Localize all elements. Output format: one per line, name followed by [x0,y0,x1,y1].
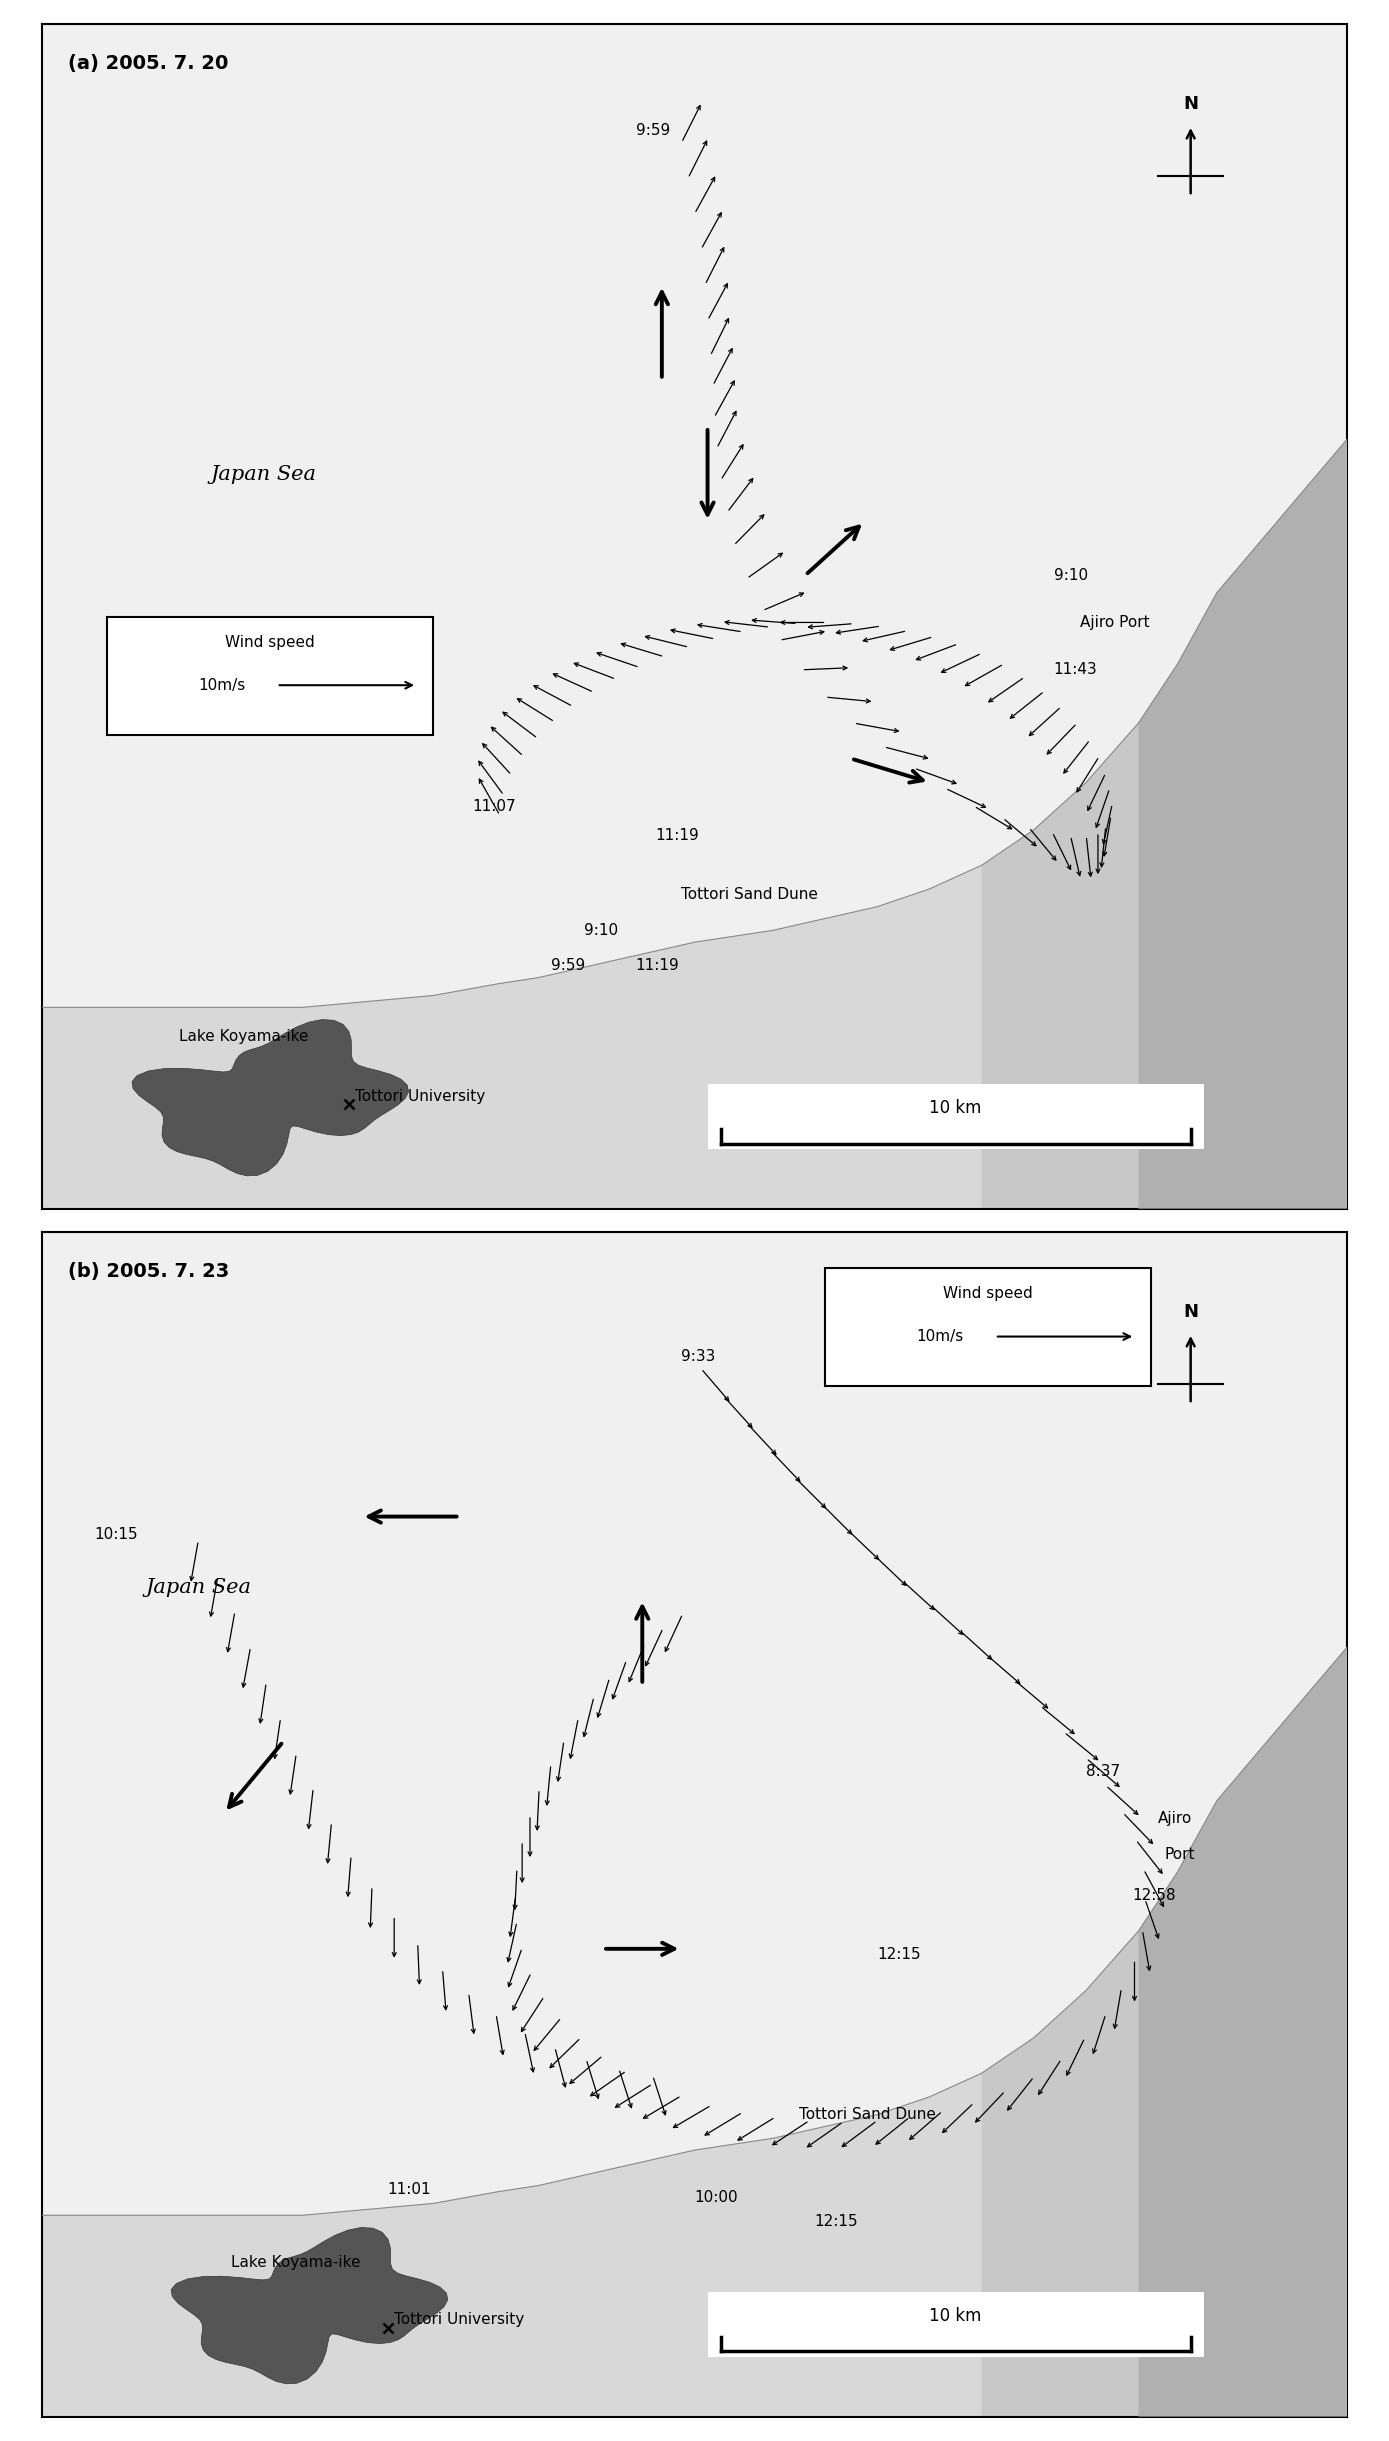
Text: 11:19: 11:19 [636,959,679,974]
Text: Japan Sea: Japan Sea [146,1579,251,1596]
Text: Wind speed: Wind speed [943,1286,1033,1301]
Text: 12:15: 12:15 [878,1948,921,1963]
Bar [107,618,433,735]
Text: 9:10: 9:10 [1053,569,1088,583]
Text: Tottori University: Tottori University [394,2312,525,2326]
Text: 10 km: 10 km [929,2307,982,2326]
Polygon shape [982,1648,1347,2417]
Text: N: N [1183,1303,1199,1321]
Text: 11:19: 11:19 [656,827,699,842]
Text: 9:59: 9:59 [551,959,585,974]
Text: 10 km: 10 km [929,1098,982,1118]
Text: Lake Koyama-ike: Lake Koyama-ike [231,2255,361,2270]
Text: 12:15: 12:15 [814,2214,858,2229]
Text: 8:37: 8:37 [1086,1765,1121,1779]
Text: (b) 2005. 7. 23: (b) 2005. 7. 23 [68,1262,229,1282]
Text: 12:58: 12:58 [1132,1887,1175,1904]
Text: 11:43: 11:43 [1053,662,1097,676]
Text: 10m/s: 10m/s [199,679,246,693]
Text: (a) 2005. 7. 20: (a) 2005. 7. 20 [68,54,228,73]
Text: 9:33: 9:33 [682,1350,715,1365]
Text: 10:00: 10:00 [694,2190,738,2204]
Text: Tottori Sand Dune: Tottori Sand Dune [799,2107,936,2121]
Polygon shape [42,1648,1347,2417]
Text: Wind speed: Wind speed [225,635,315,649]
Text: Japan Sea: Japan Sea [211,464,317,483]
Polygon shape [132,1020,408,1177]
Polygon shape [1139,439,1347,1208]
Text: N: N [1183,95,1199,112]
Text: 10m/s: 10m/s [917,1328,964,1345]
Bar [825,1267,1151,1386]
Text: Lake Koyama-ike: Lake Koyama-ike [179,1030,308,1045]
Polygon shape [42,439,1347,1208]
Bar [707,1084,1204,1150]
Text: 11:07: 11:07 [472,798,517,813]
Text: Ajiro: Ajiro [1158,1811,1192,1826]
Text: Tottori University: Tottori University [356,1089,485,1103]
Text: 11:01: 11:01 [388,2182,432,2197]
Text: Ajiro Port: Ajiro Port [1079,615,1149,630]
Text: Tottori Sand Dune: Tottori Sand Dune [682,889,818,903]
Text: 9:59: 9:59 [636,124,669,139]
Text: Port: Port [1164,1845,1195,1862]
Polygon shape [982,439,1347,1208]
Text: 9:10: 9:10 [583,923,618,937]
Polygon shape [1139,1648,1347,2417]
Bar [707,2292,1204,2358]
Polygon shape [171,2229,447,2385]
Text: 10:15: 10:15 [94,1526,138,1543]
